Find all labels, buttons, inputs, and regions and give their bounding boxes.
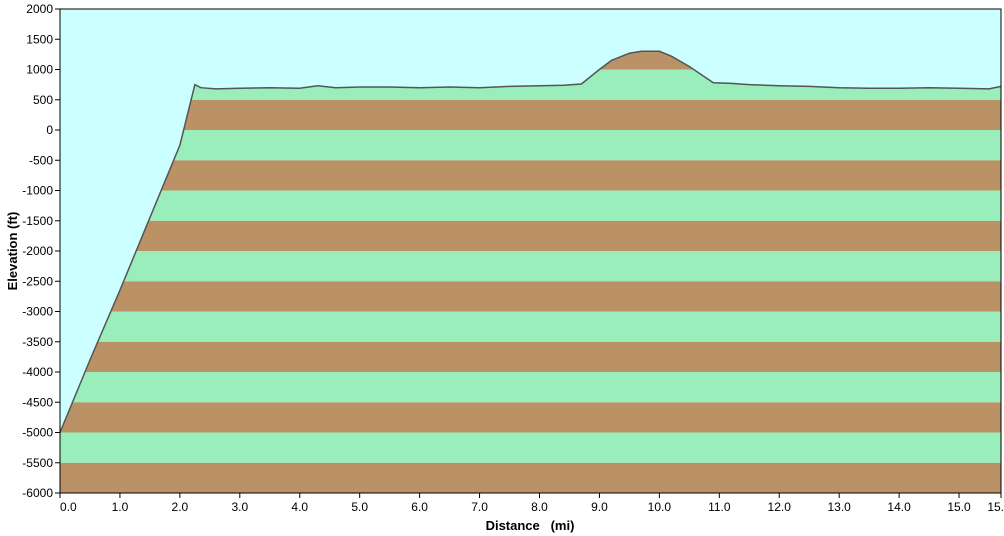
x-tick-label: 4.0: [291, 500, 308, 514]
y-tick-label: -5000: [22, 426, 53, 440]
y-tick-label: -1500: [22, 214, 53, 228]
y-tick-label: 1500: [26, 32, 53, 46]
elevation-band: [60, 251, 1001, 282]
y-tick-label: -2000: [22, 244, 53, 258]
x-tick-label: 3.0: [231, 500, 248, 514]
x-axis-label: Distance (mi): [486, 518, 575, 533]
elevation-profile-line: [59, 50, 1002, 433]
y-tick-label: -3500: [22, 335, 53, 349]
elevation-band: [60, 99, 1001, 130]
x-tick-label: 6.0: [411, 500, 428, 514]
x-tick-label: 2.0: [172, 500, 189, 514]
terrain-group: [60, 51, 1001, 493]
x-tick-label: 0.0: [60, 500, 77, 514]
elevation-bands: [60, 51, 1001, 493]
y-tick-label: -4000: [22, 365, 53, 379]
x-tick-label: 10.0: [648, 500, 672, 514]
y-tick-label: -2500: [22, 274, 53, 288]
x-tick-label: 5.0: [351, 500, 368, 514]
elevation-band: [60, 220, 1001, 251]
y-tick-label: -6000: [22, 486, 53, 500]
elevation-band: [60, 462, 1001, 493]
y-axis: 2000 1500 1000 500 0 -500 -1000 -1500 -2000 -2500…: [22, 2, 60, 500]
y-tick-label: 2000: [26, 2, 53, 16]
y-tick-label: -1000: [22, 184, 53, 198]
x-tick-label: 15.0: [947, 500, 971, 514]
x-axis: 0.0 1.0 2.0 3.0 4.0 5.0 6.0 7.0 8.0 9.0 10.0 11.0 12…: [59, 493, 1004, 514]
x-tick-label: 9.0: [591, 500, 608, 514]
x-tick-label: 11.0: [708, 500, 731, 514]
x-tick-label: 13.0: [827, 500, 851, 514]
x-tick-label: 14.0: [887, 500, 911, 514]
elevation-band: [60, 311, 1001, 342]
elevation-band: [60, 130, 1001, 161]
elevation-band: [60, 372, 1001, 403]
y-tick-label: 500: [33, 93, 53, 107]
elevation-band: [60, 432, 1001, 463]
elevation-band: [60, 341, 1001, 372]
x-tick-label: 15.7: [987, 500, 1004, 514]
y-tick-label: -500: [29, 153, 53, 167]
x-tick-label: 7.0: [471, 500, 488, 514]
y-tick-label: -3000: [22, 305, 53, 319]
elevation-band: [60, 402, 1001, 433]
y-tick-label: -5500: [22, 456, 53, 470]
y-axis-label: Elevation (ft): [5, 212, 20, 291]
elevation-band: [60, 281, 1001, 312]
y-tick-label: -4500: [22, 395, 53, 409]
y-tick-label: 0: [46, 123, 53, 137]
elevation-band: [60, 160, 1001, 191]
x-tick-label: 8.0: [531, 500, 548, 514]
x-tick-label: 1.0: [112, 500, 129, 514]
y-tick-label: 1000: [26, 63, 53, 77]
x-tick-label: 12.0: [768, 500, 792, 514]
elevation-band: [60, 190, 1001, 221]
